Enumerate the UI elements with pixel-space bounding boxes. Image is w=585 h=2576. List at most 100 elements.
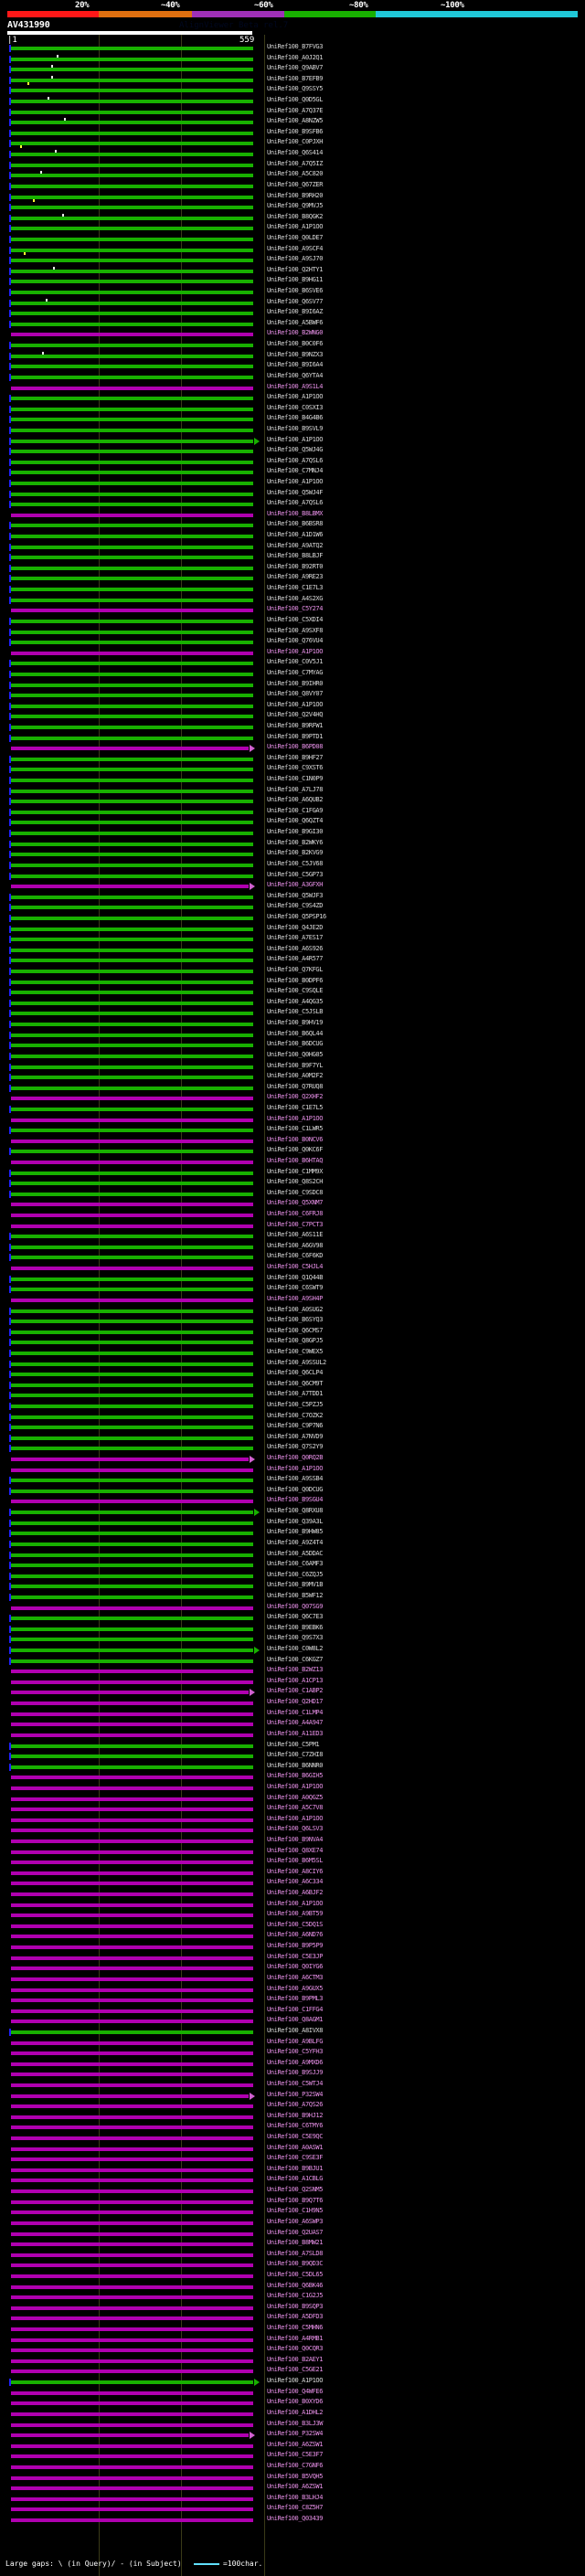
- hit-row[interactable]: UniRef100_C1H9N5: [0, 2207, 585, 2219]
- hit-accession-label[interactable]: UniRef100_Q7RUQ8: [267, 1082, 324, 1090]
- hit-accession-label[interactable]: UniRef100_Q5WJ4G: [267, 446, 324, 454]
- hit-accession-label[interactable]: UniRef100_B3LHJ4: [267, 2493, 324, 2501]
- hsp-bar[interactable]: [11, 2263, 253, 2268]
- hsp-bar[interactable]: [11, 556, 253, 560]
- hsp-bar[interactable]: [11, 1574, 253, 1578]
- hit-accession-label[interactable]: UniRef100_Q2V4HQ: [267, 711, 324, 719]
- hit-row[interactable]: UniRef100_C1N0P9: [0, 775, 585, 787]
- hsp-bar[interactable]: [11, 450, 253, 454]
- hit-row[interactable]: UniRef100_Q0IYG6: [0, 1963, 585, 1975]
- hsp-bar[interactable]: [11, 1203, 253, 1207]
- hit-row[interactable]: UniRef100_C1G2J5: [0, 2292, 585, 2304]
- hsp-bar[interactable]: [11, 1977, 253, 1981]
- hit-row[interactable]: UniRef100_Q7RUQ8: [0, 1082, 585, 1095]
- hsp-bar[interactable]: [11, 2401, 253, 2406]
- hsp-bar[interactable]: [11, 1765, 253, 1769]
- hit-row[interactable]: UniRef100_B0C0F6: [0, 340, 585, 352]
- hit-row[interactable]: UniRef100_A1D1W6: [0, 531, 585, 543]
- hit-row[interactable]: UniRef100_C1FGA9: [0, 807, 585, 819]
- hit-accession-label[interactable]: UniRef100_A1P1OO: [267, 1782, 324, 1790]
- hit-accession-label[interactable]: UniRef100_C7PCT3: [267, 1220, 324, 1228]
- hsp-bar[interactable]: [11, 1670, 253, 1674]
- hit-accession-label[interactable]: UniRef100_A0ASW1: [267, 2143, 324, 2151]
- hit-row[interactable]: UniRef100_C0W8L2: [0, 1645, 585, 1657]
- hsp-bar[interactable]: [11, 1903, 253, 1907]
- hit-row[interactable]: UniRef100_Q9MVJ5: [0, 202, 585, 214]
- hit-accession-label[interactable]: UniRef100_B2WKY6: [267, 838, 324, 846]
- hsp-bar[interactable]: [11, 1945, 253, 1950]
- hit-row[interactable]: UniRef100_Q2UAS7: [0, 2229, 585, 2241]
- hsp-bar[interactable]: [11, 1797, 253, 1801]
- hit-accession-label[interactable]: UniRef100_B9F7YL: [267, 1061, 324, 1069]
- hit-row[interactable]: UniRef100_C9SQLE: [0, 987, 585, 999]
- hit-accession-label[interactable]: UniRef100_Q5WJF3: [267, 891, 324, 899]
- hit-accession-label[interactable]: UniRef100_A9GUX5: [267, 1984, 324, 1992]
- hit-row[interactable]: UniRef100_Q2V4HQ: [0, 711, 585, 723]
- hit-accession-label[interactable]: UniRef100_C9SQLE: [267, 987, 324, 995]
- hit-accession-label[interactable]: UniRef100_A0M2F2: [267, 1072, 324, 1080]
- hit-row[interactable]: UniRef100_C6FRJ8: [0, 1210, 585, 1222]
- hit-accession-label[interactable]: UniRef100_Q6SV77: [267, 297, 324, 305]
- hit-row[interactable]: UniRef100_B3LJ3W: [0, 2420, 585, 2432]
- hsp-bar[interactable]: [11, 1320, 253, 1324]
- hsp-bar[interactable]: [11, 757, 253, 761]
- hit-row[interactable]: UniRef100_Q6S414: [0, 149, 585, 161]
- hsp-bar[interactable]: [11, 1860, 253, 1865]
- hit-row[interactable]: UniRef100_B9SQP3: [0, 2303, 585, 2315]
- hit-row[interactable]: UniRef100_B9SJJ9: [0, 2069, 585, 2081]
- hsp-bar[interactable]: [11, 2210, 253, 2215]
- hit-accession-label[interactable]: UniRef100_B9EBK6: [267, 1623, 324, 1631]
- hit-accession-label[interactable]: UniRef100_C5JSLB: [267, 1008, 324, 1016]
- hsp-bar[interactable]: [11, 481, 253, 485]
- hit-row[interactable]: UniRef100_A11ED3: [0, 1730, 585, 1742]
- hsp-bar[interactable]: [11, 142, 253, 146]
- hsp-bar[interactable]: [11, 1383, 253, 1387]
- hit-accession-label[interactable]: UniRef100_Q5WJ4F: [267, 488, 324, 496]
- hsp-bar[interactable]: [11, 800, 253, 804]
- hit-row[interactable]: UniRef100_Q2HD17: [0, 1698, 585, 1710]
- hit-accession-label[interactable]: UniRef100_A1CP13: [267, 1676, 324, 1684]
- hit-accession-label[interactable]: UniRef100_A6SWP3: [267, 2217, 324, 2225]
- hit-row[interactable]: UniRef100_A1P1OO: [0, 700, 585, 713]
- hsp-bar[interactable]: [11, 895, 253, 899]
- hit-row[interactable]: UniRef100_C6AMF3: [0, 1560, 585, 1572]
- hit-accession-label[interactable]: UniRef100_C5HJL4: [267, 1263, 324, 1271]
- hsp-bar[interactable]: [11, 588, 253, 592]
- hit-accession-label[interactable]: UniRef100_B6BSR8: [267, 520, 324, 528]
- hit-row[interactable]: UniRef100_Q8VY07: [0, 690, 585, 702]
- hit-row[interactable]: UniRef100_B9BJU1: [0, 2165, 585, 2177]
- hit-row[interactable]: UniRef100_B7FVG3: [0, 43, 585, 55]
- hit-row[interactable]: UniRef100_A7ES17: [0, 934, 585, 946]
- hit-row[interactable]: UniRef100_A6ZSW1: [0, 2441, 585, 2453]
- hit-row[interactable]: UniRef100_Q6LSV3: [0, 1825, 585, 1837]
- hit-row[interactable]: UniRef100_C5MHN6: [0, 2324, 585, 2336]
- hsp-bar[interactable]: [11, 492, 253, 496]
- hit-accession-label[interactable]: UniRef100_Q6CM9T: [267, 1379, 324, 1387]
- hit-row[interactable]: UniRef100_A9BLFG: [0, 2038, 585, 2050]
- hit-accession-label[interactable]: UniRef100_A1P1OO: [267, 700, 324, 708]
- hsp-bar[interactable]: [11, 2443, 253, 2448]
- hit-row[interactable]: UniRef100_C5HJL4: [0, 1263, 585, 1275]
- hsp-bar[interactable]: [11, 1298, 253, 1302]
- hit-accession-label[interactable]: UniRef100_C5GE21: [267, 2366, 324, 2374]
- hit-row[interactable]: UniRef100_A4S2XG: [0, 595, 585, 607]
- hit-accession-label[interactable]: UniRef100_Q6CLP4: [267, 1369, 324, 1377]
- hit-accession-label[interactable]: UniRef100_C0PJXH: [267, 138, 324, 146]
- hit-row[interactable]: UniRef100_B9HJ12: [0, 2112, 585, 2124]
- hsp-bar[interactable]: [11, 1033, 253, 1037]
- hsp-bar[interactable]: [11, 1023, 253, 1027]
- hit-accession-label[interactable]: UniRef100_Q9S7X3: [267, 1634, 324, 1642]
- hsp-bar[interactable]: [11, 810, 253, 814]
- hit-accession-label[interactable]: UniRef100_A6BJF2: [267, 1889, 324, 1897]
- hit-row[interactable]: UniRef100_C5Y274: [0, 605, 585, 617]
- hit-accession-label[interactable]: UniRef100_B9SFB6: [267, 127, 324, 135]
- hsp-bar[interactable]: [11, 1595, 253, 1599]
- hsp-bar[interactable]: [11, 1267, 253, 1271]
- hsp-bar[interactable]: [11, 662, 253, 666]
- hit-accession-label[interactable]: UniRef100_B7EFB9: [267, 74, 324, 82]
- hsp-bar[interactable]: [11, 1712, 253, 1716]
- hsp-bar[interactable]: [11, 1171, 253, 1175]
- hit-row[interactable]: UniRef100_B9IHR0: [0, 680, 585, 692]
- hit-row[interactable]: UniRef100_C5JSLB: [0, 1008, 585, 1020]
- hsp-bar[interactable]: [11, 1648, 253, 1653]
